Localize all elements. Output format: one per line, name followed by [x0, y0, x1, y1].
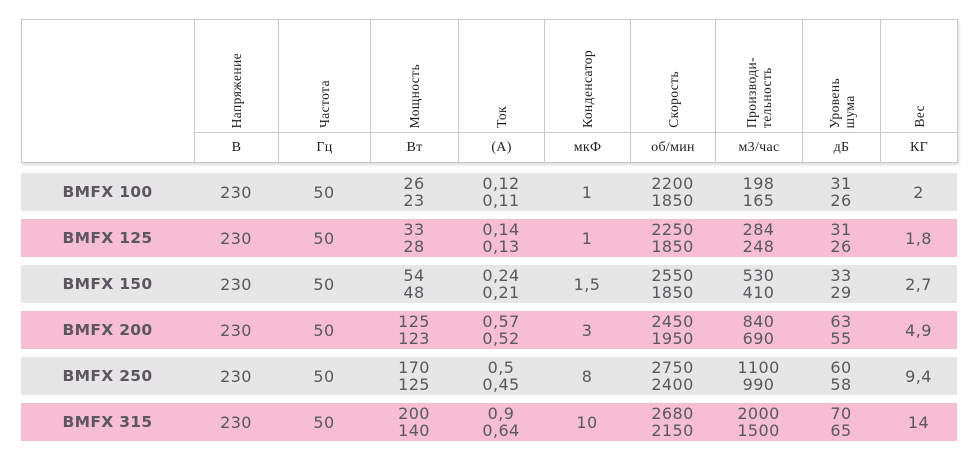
value-cell: 198 165	[742, 174, 775, 210]
column-unit-airflow: м3/час	[715, 132, 803, 163]
value-cell: 9,4	[905, 366, 932, 386]
value-cell: 170 125	[398, 358, 430, 394]
value-cell: 230	[220, 182, 252, 202]
value-cell: 1100 990	[737, 358, 780, 394]
column-unit-power: Вт	[370, 132, 459, 163]
value-cell: 4,9	[905, 320, 932, 340]
column-header-power: Мощность	[370, 19, 459, 133]
value-cell: 50	[313, 320, 335, 340]
column-header-speed: Скорость	[630, 19, 716, 133]
value-cell: 1	[581, 228, 593, 248]
value-cell: 1,5	[573, 274, 601, 294]
column-header-capacitor: Конденсатор	[544, 19, 631, 133]
value-cell: 50	[313, 228, 335, 248]
column-label: Напряжение	[229, 52, 244, 128]
column-header-current: Ток	[458, 19, 545, 133]
column-header-voltage: Напряжение	[194, 19, 279, 133]
value-cell: 0,12 0,11	[482, 174, 520, 210]
value-cell: 3	[581, 320, 593, 340]
value-cell: 0,57 0,52	[482, 312, 520, 348]
value-cell: 284 248	[742, 220, 775, 256]
value-cell: 54 48	[403, 266, 425, 302]
value-cell: 1	[581, 182, 593, 202]
column-header-frequency: Частота	[278, 19, 371, 133]
value-cell: 8	[581, 366, 593, 386]
spec-table: Напряжение Частота Мощность Ток Конденса…	[21, 19, 958, 441]
column-label: Скорость	[665, 71, 681, 128]
model-name: BMFX 125	[62, 228, 153, 247]
value-cell: 230	[220, 412, 252, 432]
value-cell: 1,8	[905, 228, 932, 248]
value-cell: 2550 1850	[651, 266, 694, 302]
value-cell: 0,14 0,13	[482, 220, 520, 256]
value-cell: 33 29	[830, 266, 852, 302]
model-name: BMFX 100	[62, 182, 153, 201]
value-cell: 33 28	[403, 220, 425, 256]
value-cell: 50	[313, 412, 335, 432]
column-header-noise: Уровень шума	[802, 19, 881, 133]
value-cell: 200 140	[398, 404, 430, 440]
value-cell: 230	[220, 228, 252, 248]
model-name: BMFX 200	[62, 320, 153, 339]
value-cell: 125 123	[398, 312, 430, 348]
column-unit-voltage: В	[194, 132, 279, 163]
column-label: Производи- тельность	[744, 56, 774, 128]
value-cell: 50	[313, 274, 335, 294]
column-unit-frequency: Гц	[278, 132, 371, 163]
table-row: BMFX 150 230 50 54 48 0,24 0,21 1,5 2550 1850 5…	[21, 265, 957, 303]
spec-table-rows: BMFX 100 230 50 26 23 0,12 0,11 1 2200 1850 198…	[21, 173, 957, 441]
table-row: BMFX 125 230 50 33 28 0,14 0,13 1 2250 1850 284…	[21, 219, 957, 257]
table-row: BMFX 200 230 50 125 123 0,57 0,52 3 2450 1950 8…	[21, 311, 957, 349]
value-cell: 530 410	[742, 266, 775, 302]
value-cell: 10	[576, 412, 598, 432]
table-row: BMFX 100 230 50 26 23 0,12 0,11 1 2200 1850 198…	[21, 173, 957, 211]
column-label: Мощность	[407, 63, 422, 128]
value-cell: 31 26	[830, 220, 852, 256]
column-unit-speed: об/мин	[630, 132, 716, 163]
value-cell: 2,7	[905, 274, 932, 294]
model-name: BMFX 150	[62, 274, 153, 293]
column-label: Частота	[317, 80, 332, 128]
column-label: Ток	[494, 106, 509, 128]
value-cell: 840 690	[742, 312, 775, 348]
value-cell: 31 26	[830, 174, 852, 210]
column-label: Вес	[911, 105, 927, 128]
column-header-airflow: Производи- тельность	[715, 19, 803, 133]
value-cell: 2680 2150	[651, 404, 694, 440]
table-row: BMFX 315 230 50 200 140 0,9 0,64 10 2680 2150 2…	[21, 403, 957, 441]
value-cell: 2450 1950	[651, 312, 694, 348]
value-cell: 0,24 0,21	[482, 266, 520, 302]
corner-cell	[21, 19, 195, 163]
value-cell: 70 65	[830, 404, 852, 440]
value-cell: 230	[220, 320, 252, 340]
value-cell: 230	[220, 274, 252, 294]
value-cell: 2750 2400	[651, 358, 694, 394]
value-cell: 2250 1850	[651, 220, 694, 256]
column-unit-noise: дБ	[802, 132, 881, 163]
column-header-weight: Вес	[880, 19, 958, 133]
column-unit-weight: КГ	[880, 132, 958, 163]
column-label: Уровень шума	[826, 77, 857, 128]
model-name: BMFX 315	[62, 412, 153, 431]
value-cell: 50	[313, 182, 335, 202]
value-cell: 14	[907, 412, 930, 432]
table-row: BMFX 250 230 50 170 125 0,5 0,45 8 2750 2400 11…	[21, 357, 957, 395]
value-cell: 2000 1500	[737, 404, 780, 440]
value-cell: 60 58	[830, 358, 852, 394]
value-cell: 63 55	[830, 312, 852, 348]
value-cell: 0,9 0,64	[482, 404, 520, 440]
value-cell: 2	[913, 182, 924, 202]
spec-table-header: Напряжение Частота Мощность Ток Конденса…	[21, 19, 958, 163]
model-name: BMFX 250	[62, 366, 153, 385]
value-cell: 230	[220, 366, 252, 386]
column-unit-current: (А)	[458, 132, 545, 163]
value-cell: 26 23	[403, 174, 425, 210]
value-cell: 50	[313, 366, 335, 386]
column-label: Конденсатор	[580, 50, 595, 128]
value-cell: 2200 1850	[651, 174, 694, 210]
column-unit-capacitor: мкФ	[544, 132, 631, 163]
value-cell: 0,5 0,45	[482, 358, 520, 394]
